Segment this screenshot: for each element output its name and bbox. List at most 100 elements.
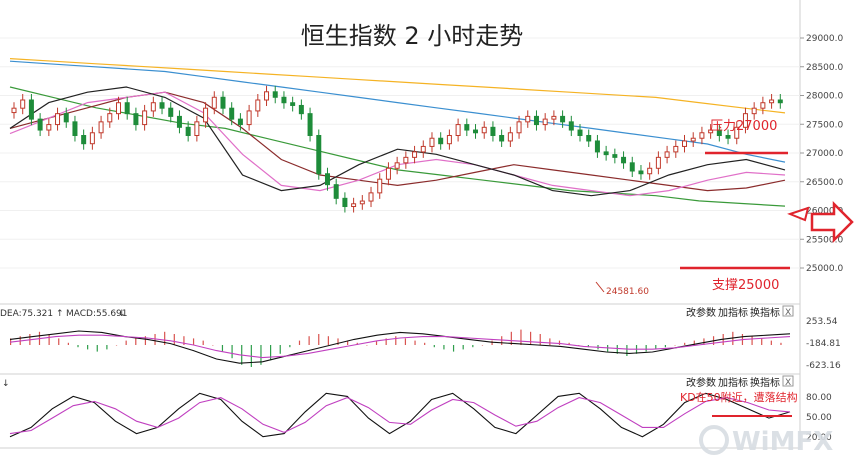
macd-bar [366,345,368,346]
macd-bar [520,329,522,345]
kd-tick-50: 50.00 [806,413,832,423]
macd-bar [404,338,407,345]
macd-bar [231,345,233,359]
candle-body [229,107,235,120]
kd-tick-20: 20.00 [806,433,832,443]
ma-line [9,60,786,163]
low-marker-line [595,281,605,293]
macd-bar [337,338,339,345]
candle-body [255,99,261,112]
candle-body [28,99,34,120]
macd-close-button[interactable] [782,305,794,317]
macd-bar [385,338,387,345]
candle-body [664,151,670,158]
price-tick-label: 27000.0 [806,149,843,159]
macd-bar [135,338,137,345]
candle-body [168,107,174,117]
candle-body [72,121,78,137]
candle-body [377,178,383,194]
candle-body [699,132,705,139]
macd-bar [626,345,628,356]
kd-d-line [9,397,791,435]
macd-add-indicator-button[interactable]: 加指标 [718,306,748,319]
candle-body [107,113,113,123]
macd-dea-line [9,334,791,359]
candle-body [203,107,209,123]
candle-body [89,132,95,145]
candle-body [429,137,435,147]
candle-body [281,96,287,104]
macd-bar [664,345,667,348]
macd-bar [289,345,291,348]
candle-body [368,192,374,202]
macd-lines [9,330,791,364]
candle-body [272,91,278,98]
candle-body [394,162,400,169]
candle-body [777,99,783,104]
candle-body [211,96,217,109]
candle-body [594,140,600,153]
price-tick-label: 28500.0 [806,63,843,73]
candle-body [473,129,479,134]
kd-k-line [9,392,791,438]
dea-readout: DEA:75.321 [0,309,53,319]
candle-body [621,156,627,164]
macd-bar [539,334,541,345]
macd-bar [510,331,512,345]
candle-body [246,110,252,126]
candle-body [464,124,470,131]
candle-body [333,184,339,199]
price-axis: 29000.0 28500.0 28000.0 27500.0 27000.0 26500… [800,34,843,274]
macd-bar [347,340,349,345]
candlesticks [11,85,783,213]
kd-close-button[interactable] [782,375,794,387]
candle-body [176,115,182,128]
kd-params-button[interactable]: 改参数 [686,376,716,389]
macd-down-arrow-icon: ↓ [118,309,126,319]
candle-body [124,102,130,115]
candle-body [499,135,505,142]
candle-body [586,135,592,142]
candle-body [708,129,714,134]
macd-bar [549,338,551,345]
candle-body [150,102,156,112]
candle-body [290,102,296,106]
macd-switch-indicator-button[interactable]: 换指标 [750,306,780,319]
macd-bar [192,338,195,345]
candle-body [324,173,330,186]
candle-body [264,91,270,101]
candle-body [316,135,322,175]
macd-params-button[interactable]: 改参数 [686,306,716,319]
macd-bar [530,331,532,345]
candle-body [133,113,139,126]
macd-bar [578,345,580,346]
ma-line [9,86,786,197]
svg-text:WiMFX: WiMFX [732,427,833,457]
macd-bar [684,342,686,345]
macd-bar [433,345,435,348]
macd-bar [327,336,329,345]
candle-body [734,126,740,139]
macd-bar [318,334,320,345]
macd-bar [616,345,618,354]
kd-tick-80: 80.00 [806,393,832,403]
candle-body [351,203,357,208]
kd-switch-indicator-button[interactable]: 换指标 [750,376,780,389]
candle-body [98,121,104,134]
kd-add-indicator-button[interactable]: 加指标 [718,376,748,389]
candle-body [385,167,391,180]
macd-bar [144,336,147,345]
candle-body [403,156,409,164]
macd-bar [703,338,705,345]
candle-body [81,135,87,145]
chart-title: 恒生指数 2 小时走势 [301,22,524,50]
candle-body [629,162,635,172]
macd-tick-mid: -184.81 [806,339,841,349]
price-tick-label: 29000.0 [806,34,843,44]
candle-body [551,115,557,120]
macd-bar [212,345,214,346]
candle-body [115,102,121,115]
macd-bar [183,336,185,345]
resistance-label: 压力27000 [710,119,777,134]
candle-body [46,124,52,131]
